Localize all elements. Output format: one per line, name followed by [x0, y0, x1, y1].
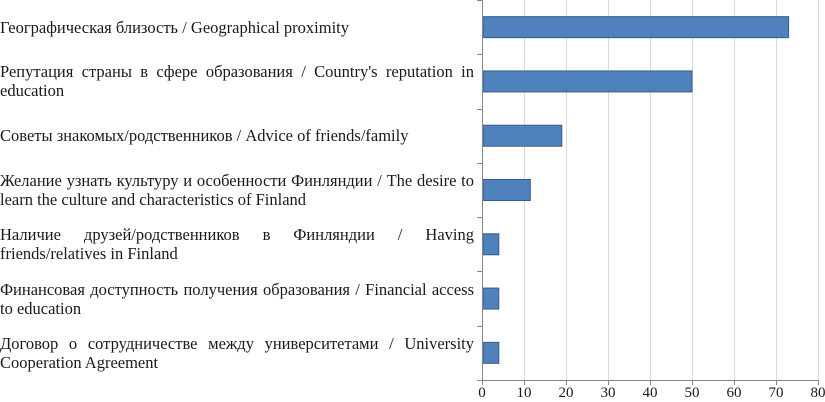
x-tick-label: 10 — [517, 385, 532, 401]
category-label: Советы знакомых/родственников / Advice o… — [0, 126, 409, 145]
category-label: Репутация страны в сфере образования / C… — [0, 62, 474, 100]
bar — [482, 287, 500, 310]
bar — [482, 16, 790, 39]
axes — [477, 0, 819, 385]
category-label: Наличие друзей/родственников в Финляндии… — [0, 225, 474, 263]
bar — [482, 179, 531, 201]
category-label: Желание узнать культуру и особенности Фи… — [0, 171, 474, 209]
bar — [482, 124, 563, 147]
x-tick-label: 80 — [811, 385, 825, 401]
x-tick-label: 40 — [643, 385, 658, 401]
bar — [482, 341, 500, 364]
bar — [482, 233, 500, 256]
category-label: Финансовая доступность получения образов… — [0, 280, 474, 318]
bars — [482, 16, 790, 364]
bar — [482, 70, 693, 93]
x-tick-label: 30 — [601, 385, 616, 401]
x-tick-label: 50 — [685, 385, 700, 401]
x-tick-label: 0 — [478, 385, 486, 401]
gridlines — [524, 0, 819, 380]
category-label: Договор о сотрудничестве между университ… — [0, 334, 474, 372]
x-tick-label: 60 — [727, 385, 742, 401]
x-tick-label: 70 — [769, 385, 784, 401]
category-label: Географическая близость / Geographical p… — [0, 18, 349, 37]
x-tick-label: 20 — [559, 385, 574, 401]
x-tick-labels: 0 10 20 30 40 50 60 70 80 — [478, 385, 825, 401]
